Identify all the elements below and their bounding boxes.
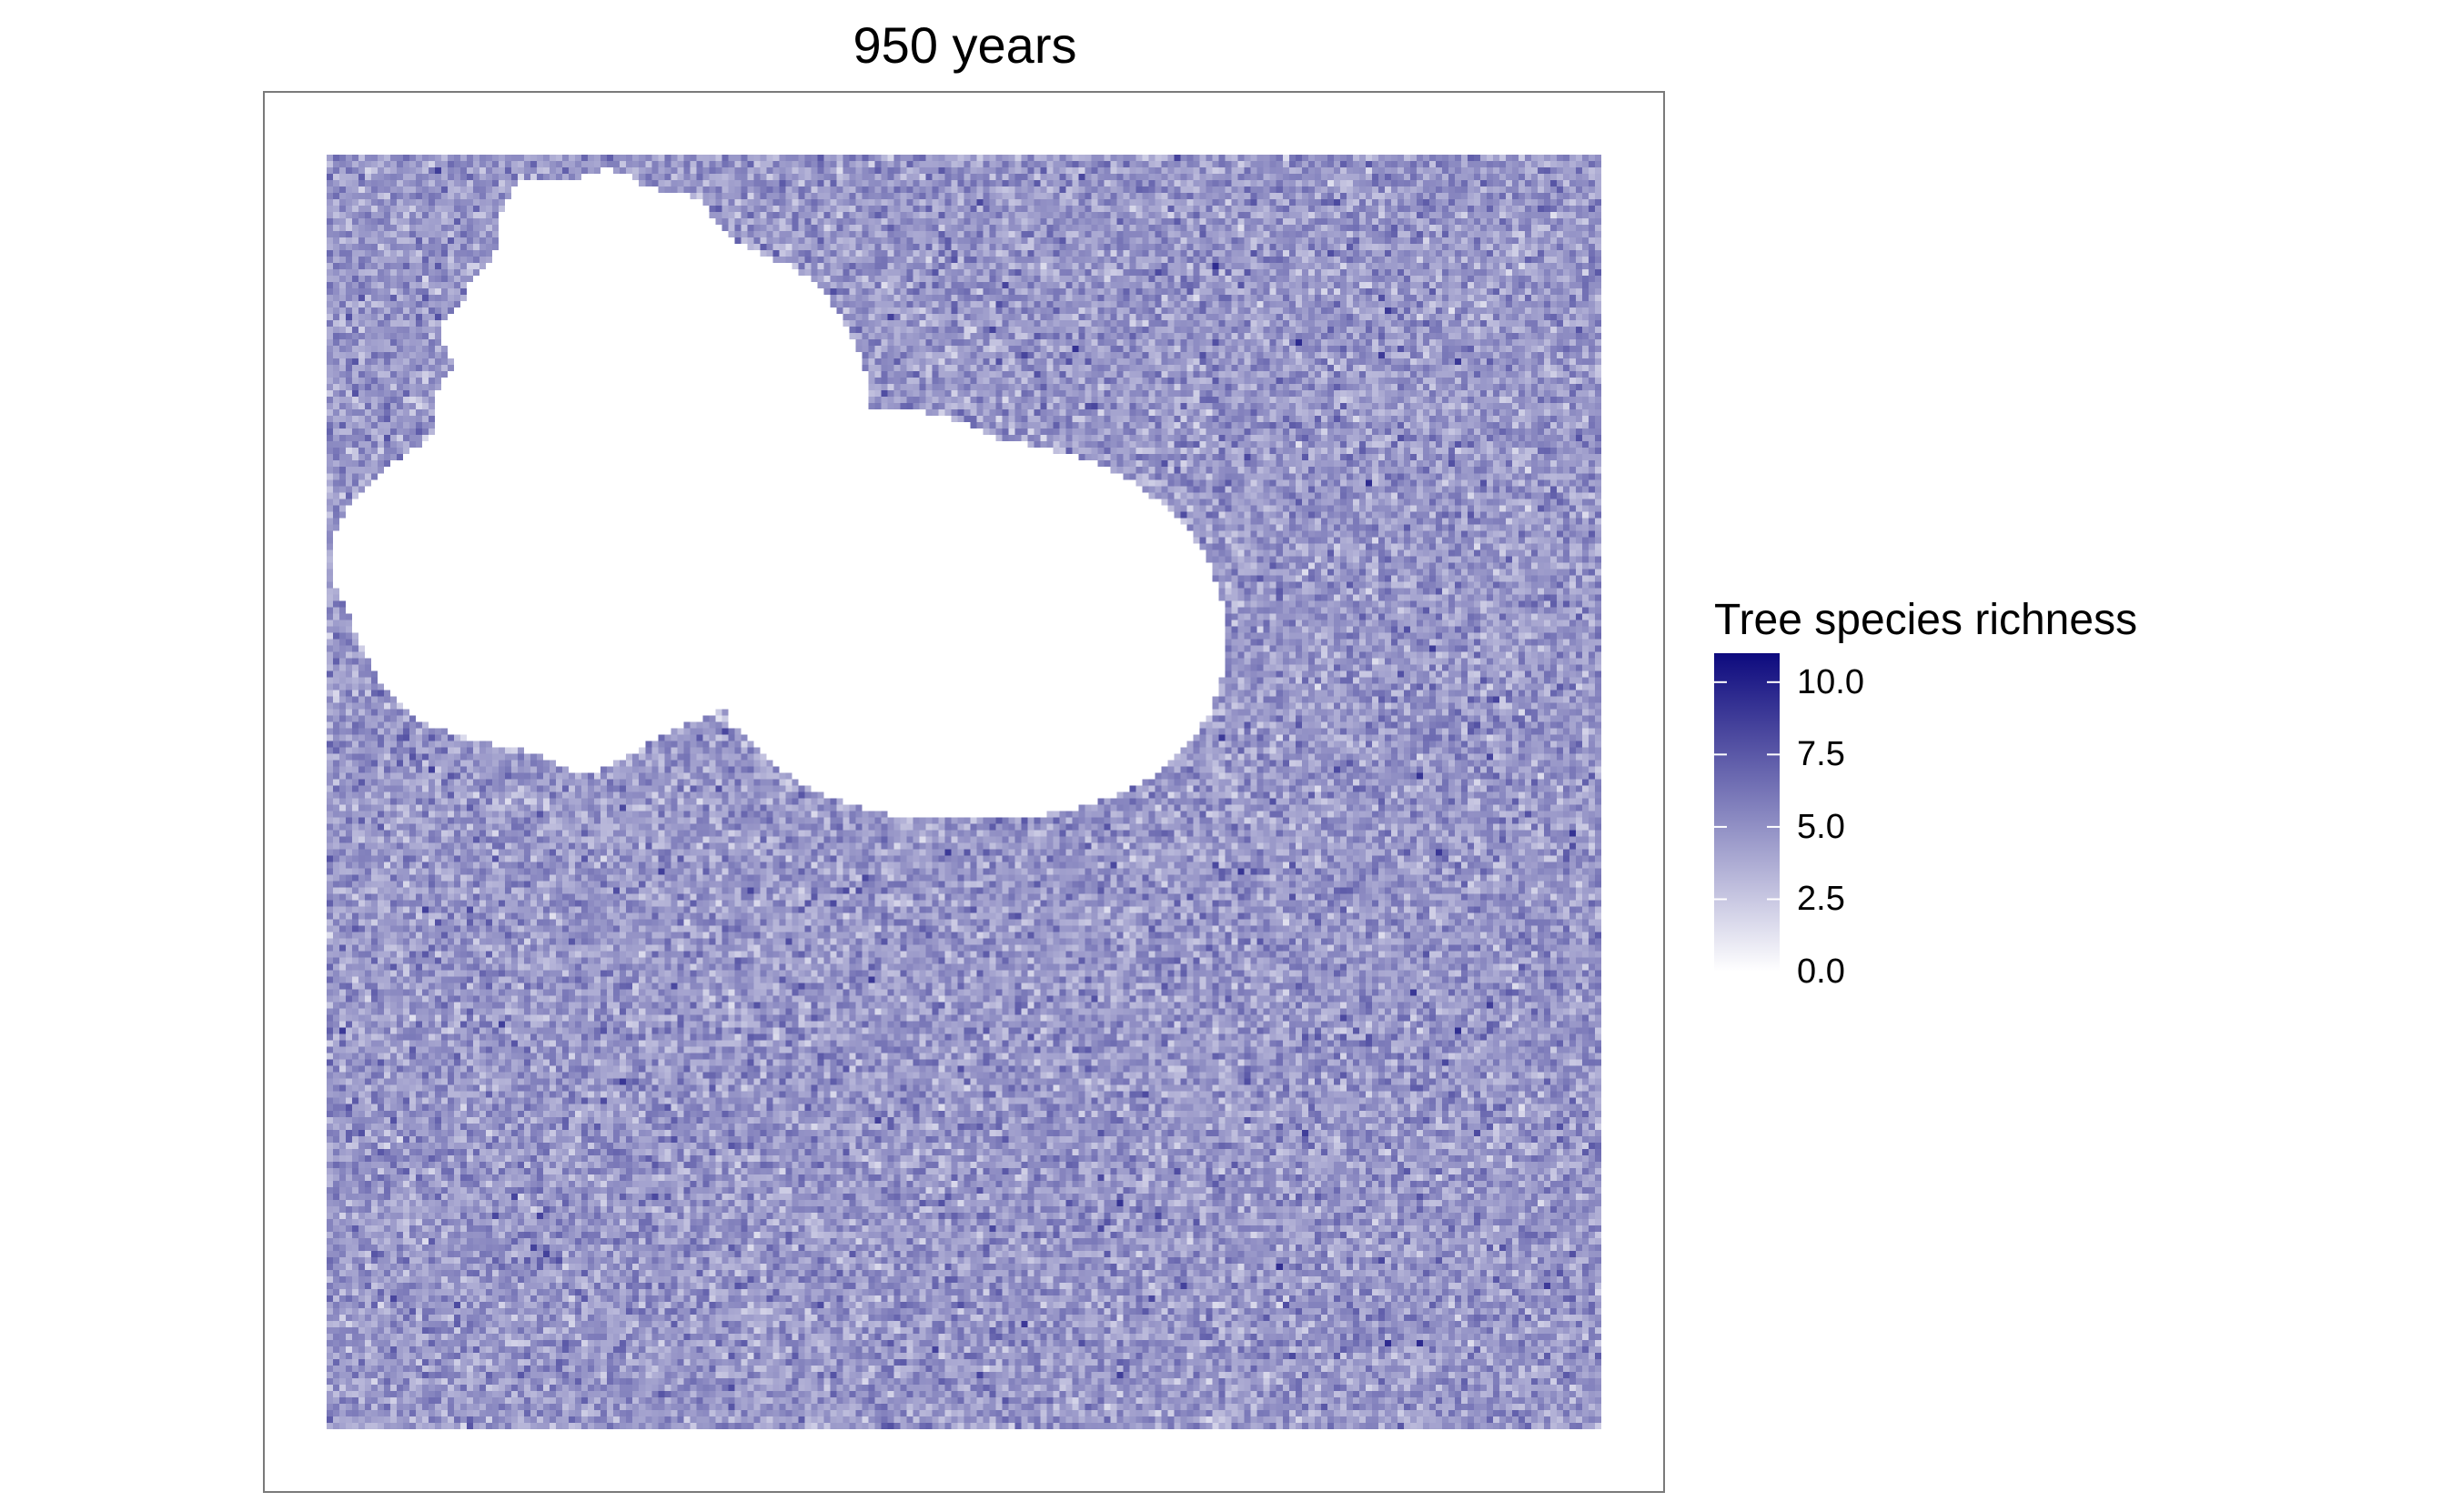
legend-tick-label: 10.0 [1797, 662, 1864, 701]
legend-tick-label: 0.0 [1797, 953, 1845, 991]
chart-title: 950 years [853, 16, 1077, 74]
legend-title: Tree species richness [1714, 596, 2138, 644]
richness-raster [327, 155, 1601, 1429]
legend-tick-label: 2.5 [1797, 880, 1845, 919]
legend-tick-label: 5.0 [1797, 807, 1845, 846]
legend-colorbar [1714, 653, 1780, 972]
legend: Tree species richness 10.0 7.5 5.0 2.5 0.0 [1714, 591, 2351, 1001]
legend-tick-label: 7.5 [1797, 735, 1845, 774]
